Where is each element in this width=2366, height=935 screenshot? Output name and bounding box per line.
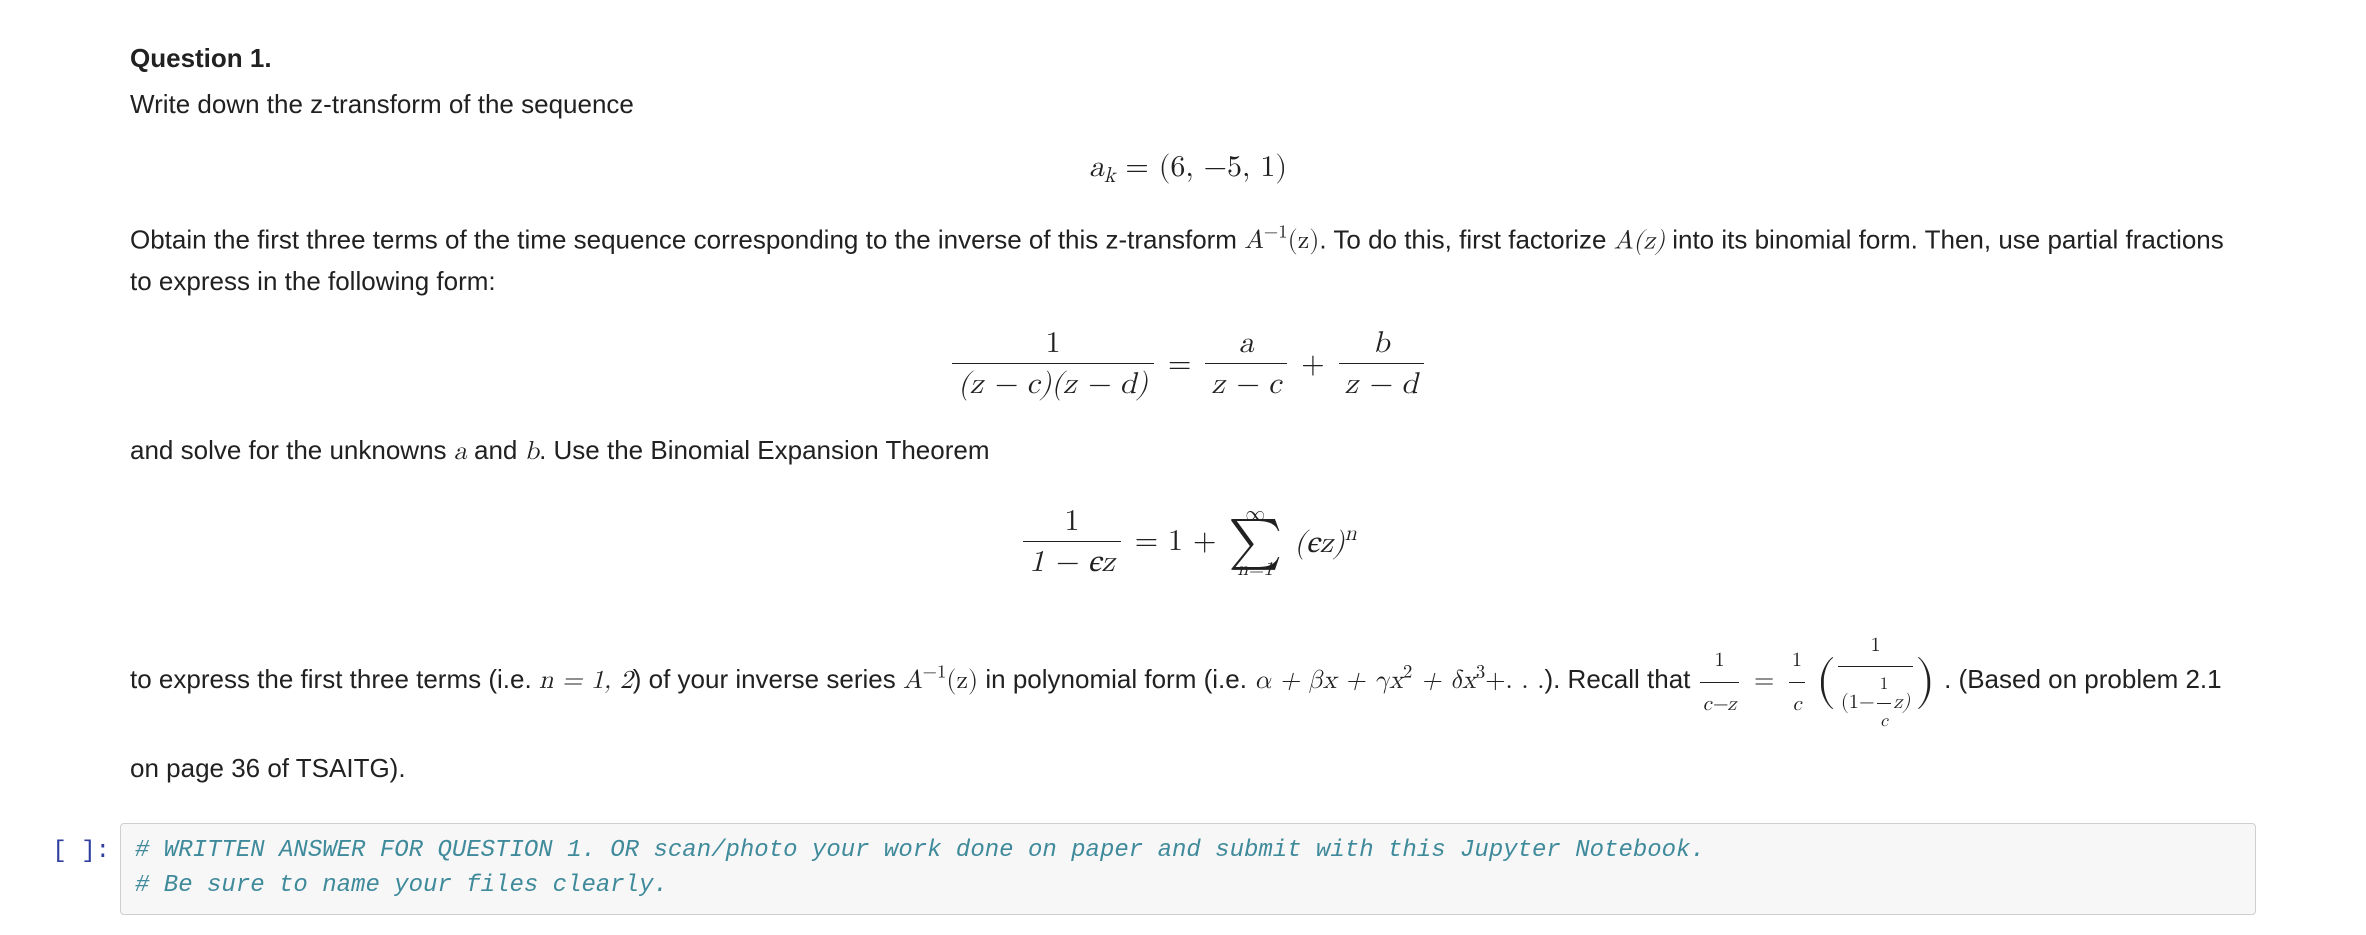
summation: ∞ ∑ n=1 — [1228, 516, 1282, 567]
pf-eq: = — [1168, 346, 1191, 382]
Ainv2-sup: −1 — [922, 663, 946, 682]
code-line-2: # Be sure to name your files clearly. — [135, 872, 668, 899]
recall-expr: 1 c−z = 1 c ( 1 (1−1cz) ) — [1698, 668, 1944, 694]
Ainv-arg: (z) — [1288, 228, 1320, 254]
paragraph-3: and solve for the unknowns a and b. Use … — [130, 430, 2246, 472]
binom-term-base: (єz) — [1294, 528, 1344, 558]
pf-r1-den: z − c — [1205, 363, 1287, 402]
recall-bigparen: ( 1 (1−1cz) ) — [1816, 624, 1936, 741]
pf-left-den-text: (z − c)(z − d) — [958, 369, 1148, 399]
p4-a: to express the first three terms (i.e. — [130, 664, 539, 694]
p2-b: . To do this, first factorize — [1319, 224, 1613, 254]
p3-b: and — [467, 435, 525, 465]
recall-R1: 1 c — [1787, 639, 1807, 725]
recall-inner-den-b: z) — [1893, 692, 1910, 712]
ak-sub: k — [1104, 166, 1115, 187]
pf-left-frac: 1 (z − c)(z − d) — [948, 325, 1158, 402]
p4-d: ). Recall that — [1544, 664, 1697, 694]
code-input[interactable]: # WRITTEN ANSWER FOR QUESTION 1. OR scan… — [120, 823, 2256, 915]
pf-r2-frac: b z − d — [1335, 325, 1428, 402]
binom-left-num: 1 — [1023, 503, 1120, 541]
pf-r2-den: z − d — [1339, 363, 1424, 402]
tiny-den: c — [1877, 703, 1892, 740]
recall-inner-den-a: (1− — [1841, 692, 1875, 712]
pf-left-num: 1 — [952, 325, 1154, 363]
right-paren-icon: ) — [1915, 661, 1935, 703]
Ainv-A: A — [1244, 228, 1264, 254]
recall-R1-num: 1 — [1789, 639, 1805, 682]
recall-inner-num: 1 — [1838, 624, 1913, 667]
Ainv-sup: −1 — [1264, 223, 1288, 242]
poly-1: α + βx + γx — [1254, 668, 1403, 694]
pf-r1-num: a — [1205, 325, 1287, 363]
binom-left: 1 1 − єz — [1019, 503, 1124, 580]
sequence-equation: ak = (6, −5, 1) — [130, 149, 2246, 190]
b-var: b — [525, 439, 539, 465]
intro-text: Write down the z-transform of the sequen… — [130, 84, 2246, 124]
poly-tail: +. . . — [1485, 668, 1544, 694]
recall-inner: 1 (1−1cz) — [1836, 624, 1915, 741]
pf-plus: + — [1301, 346, 1324, 382]
tiny-num: 1 — [1877, 667, 1892, 703]
page: Question 1. Write down the z-transform o… — [0, 0, 2366, 935]
sum-top: ∞ — [1245, 503, 1265, 526]
recall-L-num: 1 — [1700, 639, 1740, 682]
code-cell: [ ]: # WRITTEN ANSWER FOR QUESTION 1. OR… — [28, 823, 2256, 915]
p3-c: . Use the Binomial Expansion Theorem — [539, 435, 989, 465]
left-paren-icon: ( — [1816, 661, 1836, 703]
pf-r1-frac: a z − c — [1201, 325, 1291, 402]
recall-inner-tinyfrac: 1c — [1875, 667, 1894, 740]
p3-a: and solve for the unknowns — [130, 435, 454, 465]
binomial-equation: 1 1 − єz = 1 + ∞ ∑ n=1 (єz)n — [130, 503, 2246, 580]
binom-left-den: 1 − єz — [1023, 541, 1120, 580]
poly-sup2: 2 — [1403, 663, 1412, 682]
recall-R1-den: c — [1789, 682, 1805, 726]
n-eq: n = 1, 2 — [539, 668, 633, 694]
Az: A(z) — [1614, 228, 1665, 254]
question-content: Question 1. Write down the z-transform o… — [130, 38, 2246, 795]
partial-fraction-equation: 1 (z − c)(z − d) = a z − c + b z − d — [130, 325, 2246, 402]
binom-term: (єz)n — [1294, 522, 1356, 561]
pf-r2-num: b — [1339, 325, 1424, 363]
poly-mid: + δx — [1412, 668, 1476, 694]
binom-term-sup: n — [1345, 524, 1357, 545]
binom-eq-text: = 1 + — [1135, 523, 1217, 559]
recall-L-den: c−z — [1700, 682, 1740, 726]
paragraph-2: Obtain the first three terms of the time… — [130, 218, 2246, 302]
p2-a: Obtain the first three terms of the time… — [130, 224, 1244, 254]
Ainv2-arg: (z) — [946, 668, 978, 694]
ak-var: a — [1089, 152, 1104, 182]
ak-rhs: (6, −5, 1) — [1159, 152, 1287, 182]
recall-inner-den: (1−1cz) — [1838, 666, 1913, 740]
pf-left-den: (z − c)(z − d) — [952, 363, 1154, 402]
poly-sup3: 3 — [1476, 663, 1485, 682]
paragraph-4: to express the first three terms (i.e. n… — [130, 624, 2246, 796]
sum-bot: n=1 — [1237, 558, 1273, 581]
recall-left: 1 c−z — [1698, 639, 1742, 725]
recall-eq: = — [1750, 668, 1778, 694]
p4-c: in polynomial form (i.e. — [978, 664, 1254, 694]
Ainv2-A: A — [903, 668, 923, 694]
eq-sign: = — [1125, 152, 1158, 182]
p4-b: ) of your inverse series — [633, 664, 903, 694]
question-heading: Question 1. — [130, 38, 2246, 78]
code-line-1: # WRITTEN ANSWER FOR QUESTION 1. OR scan… — [135, 837, 1705, 864]
a-var: a — [454, 439, 467, 465]
cell-prompt: [ ]: — [28, 823, 120, 870]
